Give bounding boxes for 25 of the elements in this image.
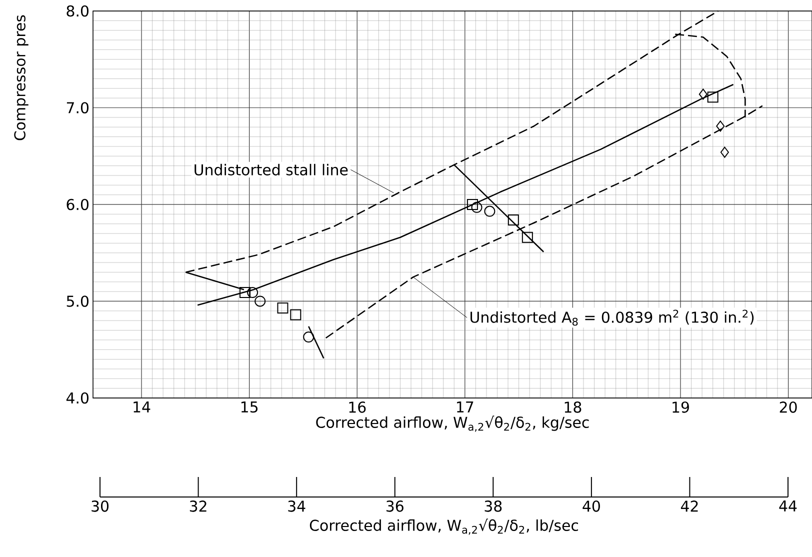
x2-tick-label: 30 [92,500,109,512]
x2-tick-label: 42 [680,500,698,512]
y-tick-label: 6.0 [66,198,88,210]
x2-tick-label: 38 [484,500,502,512]
x-tick-label: 17 [457,402,474,412]
annotation: Undistorted stall line [194,164,348,176]
x-tick-label: 18 [564,402,582,413]
x-tick-label: 20 [780,402,797,413]
x2-tick-label: 36 [386,500,404,512]
x2-tick-label: 32 [190,500,206,512]
x-tick-label: 15 [241,402,258,413]
x2-tick-label: 44 [779,500,797,512]
y-axis-title: Compressor pres [14,15,28,140]
y-tick-label: 5.0 [66,296,88,307]
x-tick-label: 14 [134,402,150,412]
x-tick-label: 19 [672,402,689,413]
x-tick-label: 16 [349,402,366,413]
annotation: Undistorted A$_{8}$ = 0.0839 m$^{2}$ (130 in.$^{2}$) [470,310,754,326]
y-tick-label: 4.0 [66,392,88,404]
x2-tick-label: 40 [582,500,600,512]
x2-axis-title: Corrected airflow, W$_{a,2}$√θ$_{2}$/δ$_{2}$, lb/sec [310,518,578,535]
x-axis-title: Corrected airflow, W$_{a,2}$√θ$_{2}$/δ$_{2}$, kg/sec [316,416,589,432]
x2-tick-label: 34 [288,500,306,512]
y-tick-label: 7.0 [66,102,88,114]
y-tick-label: 8.0 [66,5,88,17]
